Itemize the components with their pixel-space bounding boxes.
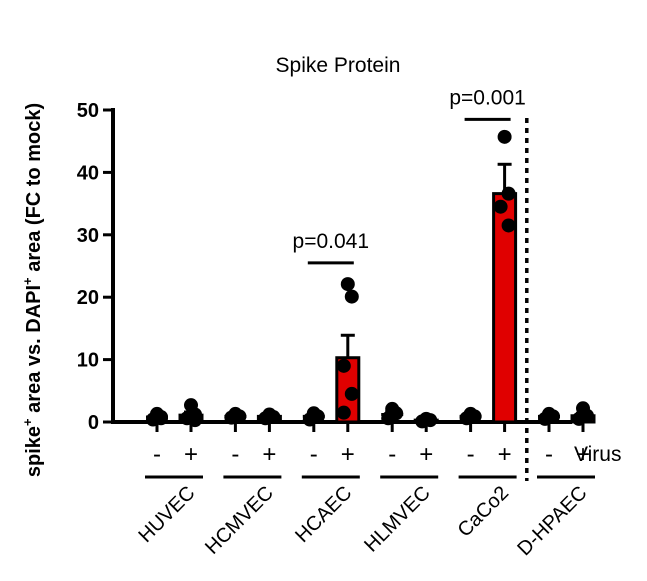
data-point [501,218,516,233]
data-point [340,277,355,292]
condition-label: - [467,441,475,468]
data-point [381,411,396,426]
data-point [493,199,508,214]
condition-label: - [153,441,161,468]
group-label: CaCo2 [454,482,514,542]
condition-label: - [310,441,318,468]
group-label: HCMVEC [201,482,278,559]
p-value-label: p=0.001 [449,86,526,109]
y-axis-label: spike+ area vs. DAPI+ area (FC to mock) [20,103,45,477]
condition-label: - [545,441,553,468]
condition-label: + [341,441,355,468]
data-point [224,410,239,425]
condition-label: + [419,441,433,468]
data-point [497,129,512,144]
condition-label: - [231,441,239,468]
y-tick-label: 0 [88,412,99,434]
y-tick-label: 50 [77,100,99,122]
group-label: HCAEC [291,482,356,547]
group-label: HUVEC [134,482,199,547]
condition-label: - [388,441,396,468]
data-point [336,405,351,420]
data-point [459,411,474,426]
condition-label: + [262,441,276,468]
data-point [501,186,516,201]
y-tick-label: 10 [77,350,99,372]
data-point [344,289,359,304]
condition-label: + [184,441,198,468]
condition-axis-label: Virus [574,443,621,466]
condition-label: + [498,441,512,468]
p-value-label: p=0.041 [293,230,370,253]
y-tick-label: 20 [77,287,99,309]
data-point [336,358,351,373]
data-point [258,411,273,426]
chart-title: Spike Protein [276,54,401,77]
data-point [344,386,359,401]
y-tick-label: 40 [77,162,99,184]
group-label: HLMVEC [360,482,435,557]
y-tick-label: 30 [77,225,99,247]
group-label: D-HPAEC [513,482,591,560]
condition-label: + [576,441,590,468]
data-point [154,411,168,426]
